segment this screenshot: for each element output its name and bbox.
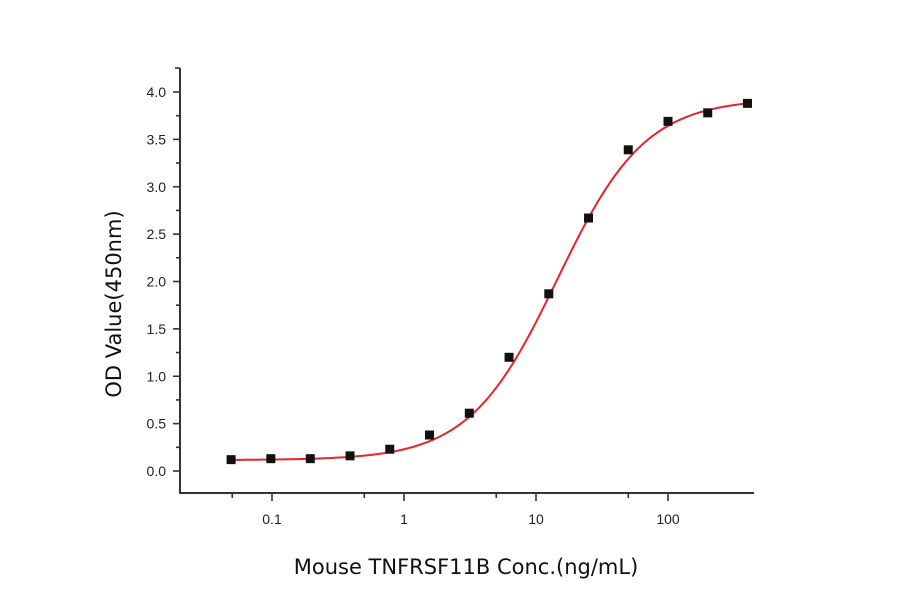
y-tick-label: 1.0 <box>147 368 167 384</box>
data-point-marker <box>305 454 315 464</box>
x-axis-title: Mouse TNFRSF11B Conc.(ng/mL) <box>294 555 639 579</box>
y-tick-label: 4.0 <box>147 84 167 100</box>
y-tick-label: 0.5 <box>147 416 167 432</box>
y-axis-title: OD Value(450nm) <box>102 210 126 397</box>
data-point-marker <box>385 444 395 454</box>
y-tick-label: 2.0 <box>147 274 167 290</box>
data-point-marker <box>226 455 236 465</box>
data-point-marker <box>742 98 752 108</box>
x-tick-label: 1 <box>400 511 408 527</box>
data-point-marker <box>424 430 434 440</box>
y-tick-label: 1.5 <box>147 321 167 337</box>
y-tick-label: 2.5 <box>147 226 167 242</box>
data-point-marker <box>345 451 355 461</box>
data-points <box>226 98 752 465</box>
data-point-marker <box>663 116 673 126</box>
data-point-marker <box>464 408 474 418</box>
y-tick-label: 3.5 <box>147 131 167 147</box>
y-ticks: 0.0 0.5 1.0 1.5 2.0 2.5 3.0 3.5 4.0 <box>147 84 180 479</box>
x-tick-label: 100 <box>656 511 680 527</box>
data-point-marker <box>266 454 276 464</box>
x-axis: 0.1 1 10 100 <box>179 492 754 527</box>
data-point-marker <box>544 289 554 299</box>
x-ticks: 0.1 1 10 100 <box>231 493 680 527</box>
x-tick-label: 10 <box>528 511 544 527</box>
y-axis: 0.0 0.5 1.0 1.5 2.0 2.5 3.0 3.5 4.0 <box>147 67 181 494</box>
data-point-marker <box>584 213 594 223</box>
data-point-marker <box>623 145 633 155</box>
y-tick-label: 3.0 <box>147 179 167 195</box>
data-point-marker <box>504 352 514 362</box>
fit-curve <box>231 102 748 461</box>
data-point-marker <box>703 108 713 118</box>
x-tick-label: 0.1 <box>262 511 282 527</box>
y-tick-label: 0.0 <box>147 463 167 479</box>
